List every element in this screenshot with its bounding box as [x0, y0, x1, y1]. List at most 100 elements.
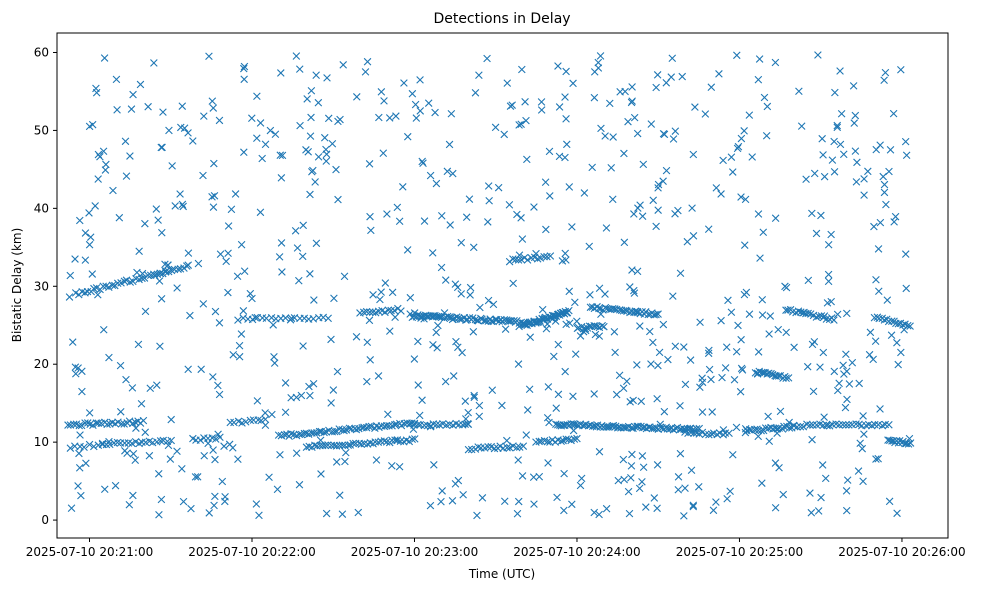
data-point	[630, 289, 639, 297]
data-point	[420, 421, 429, 430]
data-point	[295, 276, 303, 285]
data-point	[818, 461, 827, 469]
data-point	[276, 450, 284, 459]
data-point	[82, 459, 90, 468]
data-point	[656, 423, 665, 432]
data-point	[758, 311, 767, 319]
data-point	[671, 342, 680, 351]
data-point	[156, 342, 164, 351]
data-point	[184, 129, 192, 137]
data-point	[833, 386, 842, 395]
data-point	[314, 98, 323, 107]
data-point	[218, 477, 227, 486]
data-point	[835, 379, 843, 388]
data-point	[225, 440, 234, 449]
data-point	[315, 427, 324, 436]
data-point	[521, 97, 529, 106]
data-point	[287, 393, 295, 402]
data-point	[211, 455, 219, 464]
data-point	[705, 346, 713, 355]
data-point	[128, 384, 137, 392]
data-point	[872, 275, 880, 284]
data-point	[698, 408, 707, 416]
data-point	[330, 294, 338, 303]
data-point	[814, 507, 823, 515]
data-point	[781, 282, 789, 291]
data-point	[234, 455, 242, 463]
data-point	[779, 490, 788, 499]
data-point	[157, 495, 166, 504]
data-point	[94, 419, 103, 427]
data-point	[721, 429, 730, 437]
data-point	[412, 114, 421, 122]
data-point	[257, 416, 265, 425]
data-point	[176, 190, 184, 198]
data-point	[659, 177, 667, 186]
data-point	[484, 296, 493, 305]
data-point	[197, 365, 205, 374]
data-point	[544, 459, 552, 467]
data-point	[359, 308, 368, 317]
data-point	[253, 397, 262, 405]
data-point	[839, 150, 848, 159]
data-point	[897, 65, 905, 74]
data-point	[639, 160, 648, 169]
data-point	[144, 102, 152, 111]
data-point	[614, 476, 623, 485]
data-point	[883, 296, 892, 304]
data-point	[872, 145, 881, 154]
data-point	[437, 212, 446, 220]
data-point	[161, 268, 170, 276]
data-point	[530, 203, 538, 211]
data-point	[68, 338, 77, 346]
data-point	[880, 188, 889, 197]
data-point	[540, 252, 548, 261]
data-point	[885, 497, 894, 506]
data-point	[634, 422, 643, 431]
data-point	[590, 93, 599, 102]
data-point	[320, 428, 328, 437]
data-point	[469, 327, 478, 336]
data-point	[660, 130, 669, 139]
data-point	[85, 240, 94, 249]
data-point	[397, 307, 405, 315]
data-point	[503, 443, 511, 452]
data-point	[88, 270, 97, 278]
data-point	[240, 75, 248, 84]
data-point	[240, 62, 249, 71]
data-point	[322, 145, 330, 154]
data-point	[590, 390, 598, 398]
data-point	[621, 87, 629, 96]
data-point	[830, 168, 839, 176]
data-point	[561, 249, 570, 258]
data-point	[429, 340, 437, 349]
data-point	[424, 99, 433, 107]
data-point	[423, 421, 432, 430]
data-point	[818, 134, 826, 143]
data-point	[823, 299, 832, 307]
data-point	[432, 179, 441, 188]
data-point	[386, 327, 394, 335]
data-point	[717, 190, 725, 198]
x-tick-label: 2025-07-10 20:23:00	[351, 545, 478, 559]
data-point	[187, 504, 195, 513]
data-point	[687, 466, 696, 475]
data-point	[762, 131, 771, 140]
data-point	[771, 58, 780, 67]
data-point	[360, 439, 368, 448]
data-point	[139, 416, 148, 425]
data-point	[307, 86, 316, 95]
data-point	[732, 423, 741, 432]
data-point	[732, 347, 741, 356]
data-point	[561, 93, 569, 101]
data-point	[902, 151, 911, 160]
data-point	[860, 191, 868, 199]
data-point	[120, 439, 129, 447]
data-point	[128, 419, 137, 428]
data-point	[543, 437, 552, 446]
data-point	[85, 409, 94, 417]
data-point	[465, 195, 474, 203]
data-point	[381, 308, 389, 317]
data-point	[298, 252, 307, 261]
data-point	[642, 503, 650, 511]
